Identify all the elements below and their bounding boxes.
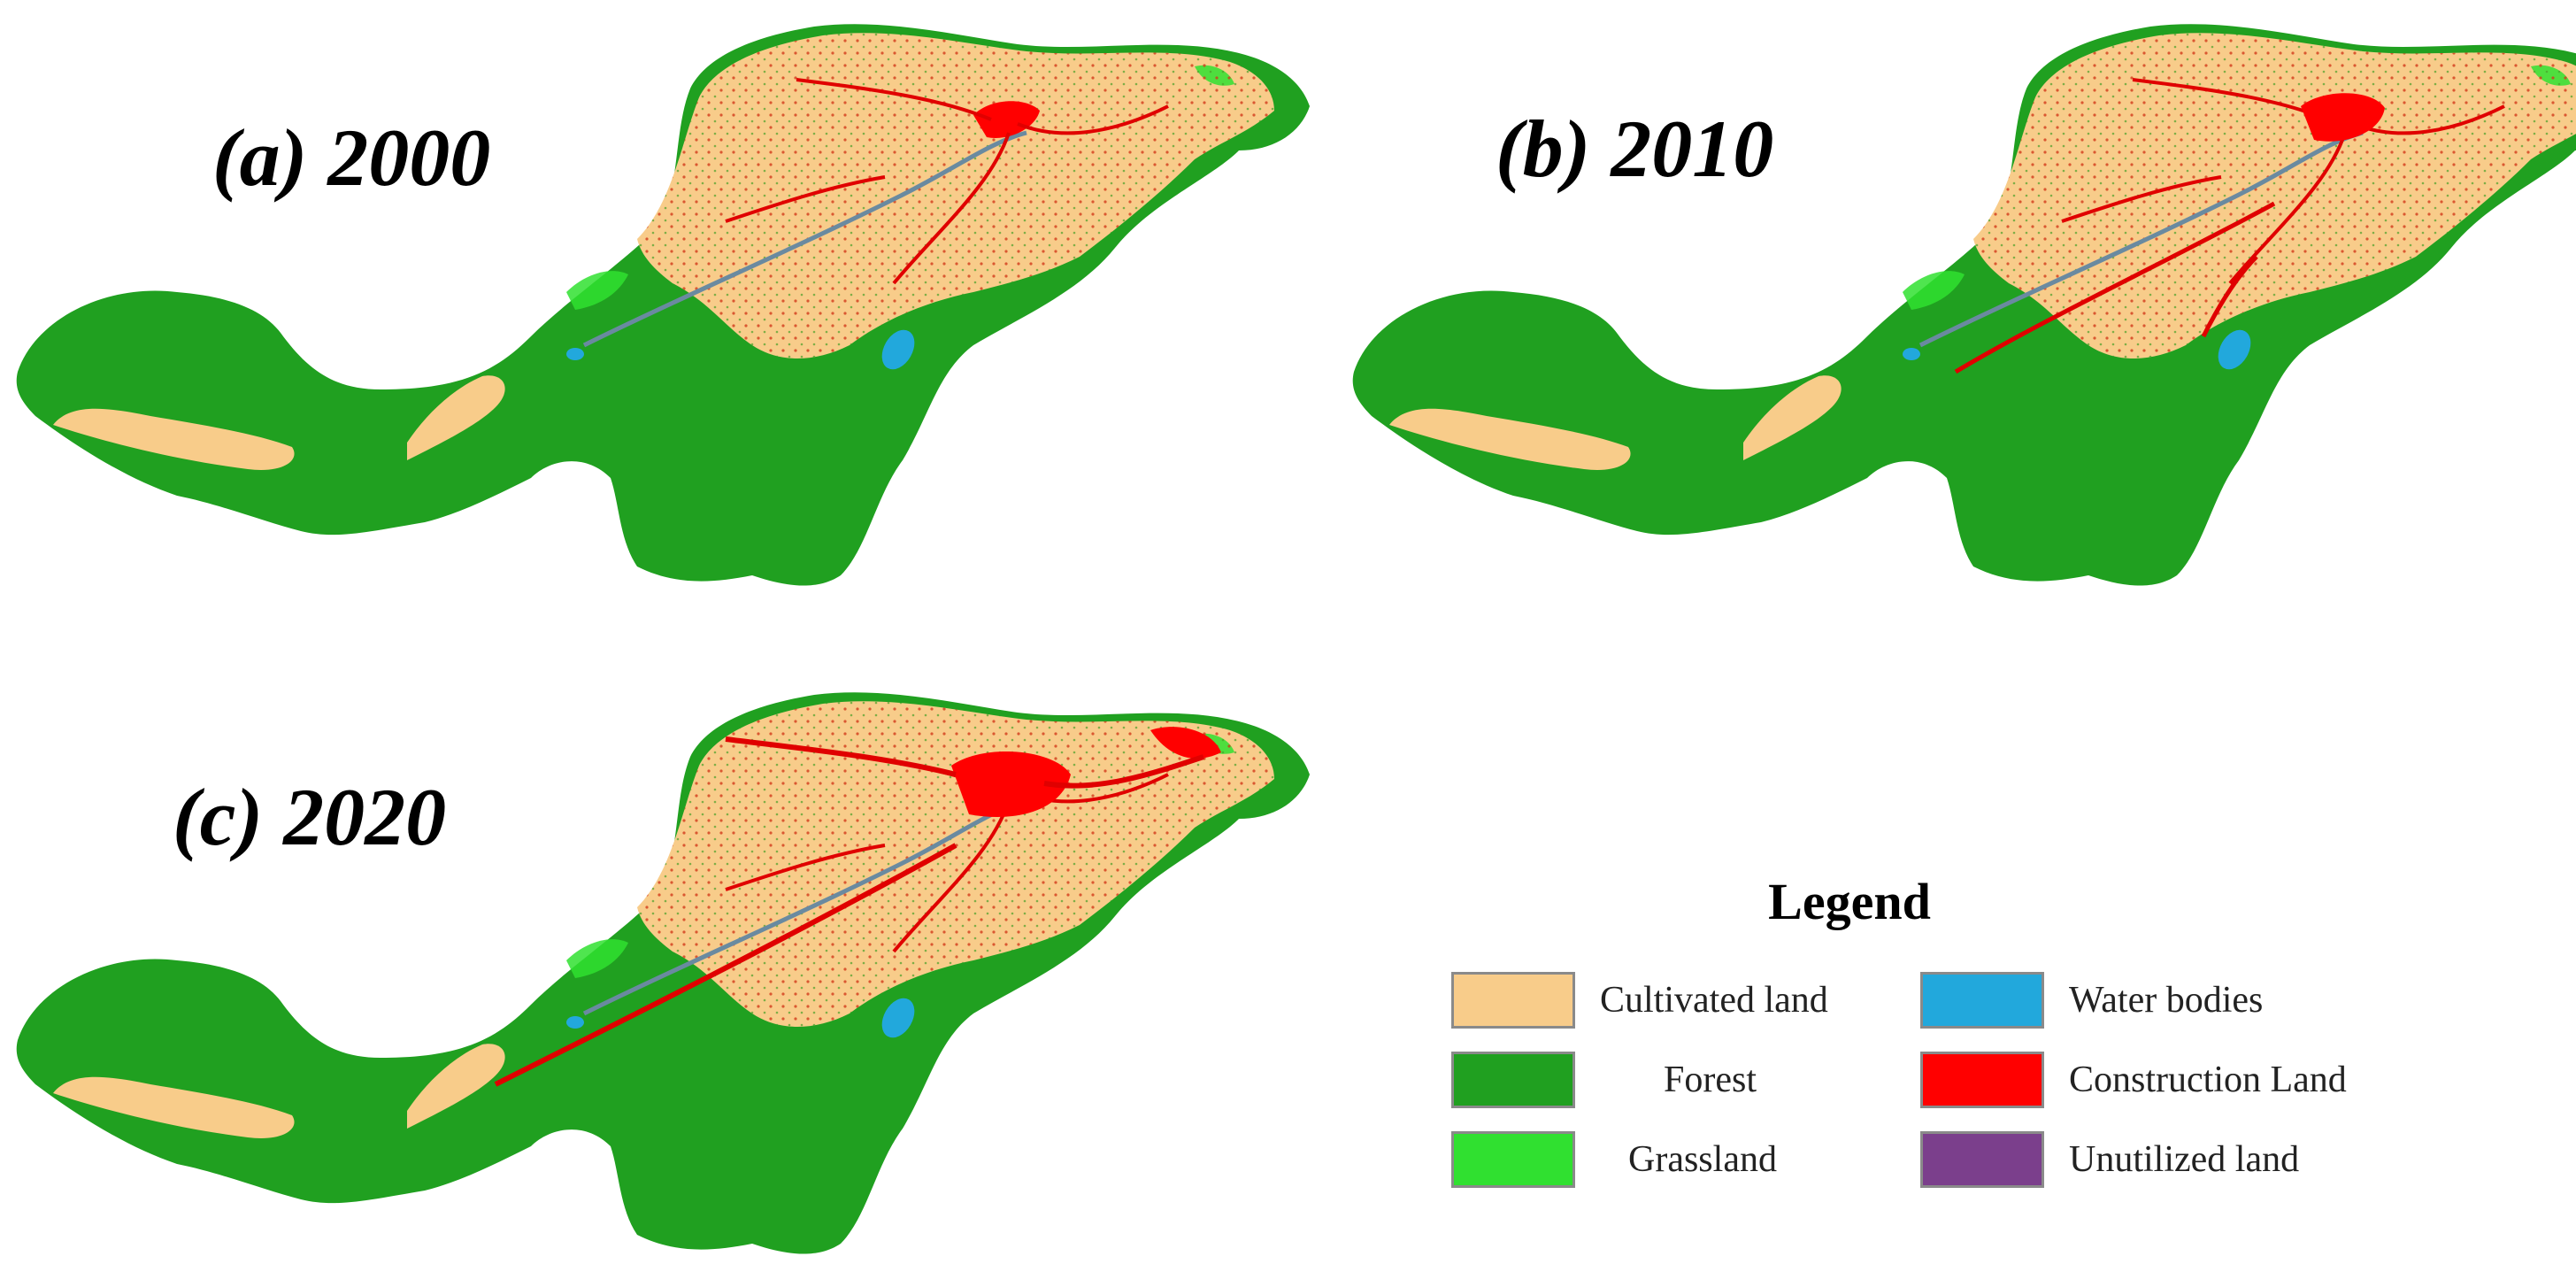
legend-label: Construction Land	[2069, 1060, 2347, 1100]
legend-label: Grassland	[1628, 1139, 1777, 1180]
map-panel-2020	[17, 692, 1310, 1253]
legend-swatch	[1451, 972, 1575, 1029]
legend-swatch	[1451, 1131, 1575, 1188]
legend-label: Unutilized land	[2069, 1139, 2300, 1180]
legend-title: Legend	[1768, 873, 1931, 930]
panel-label-b: (b) 2010	[1496, 104, 1774, 194]
panel-label-a: (a) 2000	[212, 112, 491, 203]
legend-swatch	[1920, 1052, 2044, 1108]
map-panel-2000	[17, 24, 1310, 585]
map-panel-2010	[1353, 24, 2576, 585]
panel-label-c: (c) 2020	[173, 772, 447, 862]
legend-item-construction-land: Construction Land	[1920, 1049, 2347, 1111]
legend-label: Forest	[1664, 1060, 1757, 1100]
legend-label: Water bodies	[2069, 980, 2264, 1021]
legend-item-grassland: Grassland	[1451, 1129, 1777, 1191]
legend-item-forest: Forest	[1451, 1049, 1757, 1111]
legend: Legend Cultivated land Water bodies Fore…	[1451, 872, 2347, 1226]
legend-item-unutilized-land: Unutilized land	[1920, 1129, 2299, 1191]
legend-swatch	[1920, 1131, 2044, 1188]
legend-label: Cultivated land	[1600, 980, 1828, 1021]
legend-item-water-bodies: Water bodies	[1920, 969, 2263, 1031]
legend-swatch	[1920, 972, 2044, 1029]
legend-item-cultivated-land: Cultivated land	[1451, 969, 1828, 1031]
legend-swatch	[1451, 1052, 1575, 1108]
